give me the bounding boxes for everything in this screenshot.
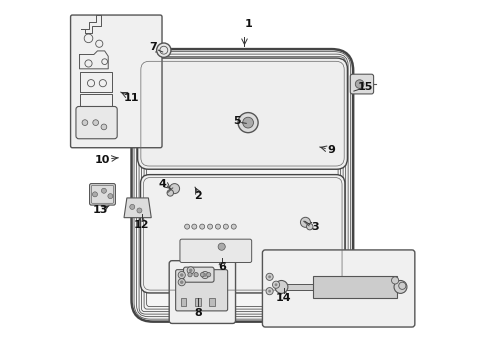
Polygon shape xyxy=(124,198,151,218)
Circle shape xyxy=(238,113,258,133)
FancyBboxPatch shape xyxy=(137,58,346,169)
Circle shape xyxy=(180,273,183,277)
Circle shape xyxy=(191,224,196,229)
Circle shape xyxy=(393,280,406,293)
Circle shape xyxy=(265,273,273,280)
Circle shape xyxy=(187,273,192,277)
Text: 14: 14 xyxy=(276,293,291,303)
Circle shape xyxy=(207,224,212,229)
Bar xyxy=(209,298,215,306)
Bar xyxy=(285,284,314,290)
FancyBboxPatch shape xyxy=(76,107,117,139)
Circle shape xyxy=(92,192,97,197)
Circle shape xyxy=(267,290,270,293)
Bar xyxy=(195,298,201,306)
Circle shape xyxy=(215,224,220,229)
Circle shape xyxy=(101,124,106,130)
Text: 7: 7 xyxy=(149,42,157,52)
Text: 5: 5 xyxy=(233,116,241,126)
Text: 4: 4 xyxy=(159,179,166,189)
Circle shape xyxy=(188,269,192,272)
Circle shape xyxy=(167,190,173,196)
Text: 15: 15 xyxy=(357,82,372,93)
FancyBboxPatch shape xyxy=(140,175,344,293)
Text: 2: 2 xyxy=(194,191,202,201)
FancyBboxPatch shape xyxy=(175,270,227,311)
Text: 3: 3 xyxy=(311,222,319,231)
Circle shape xyxy=(108,194,113,199)
Circle shape xyxy=(200,273,204,277)
Circle shape xyxy=(194,273,198,277)
Circle shape xyxy=(242,117,253,128)
FancyBboxPatch shape xyxy=(70,15,162,148)
Circle shape xyxy=(93,120,99,126)
Text: 12: 12 xyxy=(134,220,149,230)
Circle shape xyxy=(82,120,88,126)
Circle shape xyxy=(206,273,210,277)
Circle shape xyxy=(355,80,363,88)
Bar xyxy=(180,298,186,306)
Circle shape xyxy=(201,271,208,279)
Circle shape xyxy=(272,281,279,288)
Circle shape xyxy=(137,208,142,213)
Circle shape xyxy=(178,271,185,279)
Text: 1: 1 xyxy=(244,19,251,29)
Circle shape xyxy=(265,288,273,295)
FancyBboxPatch shape xyxy=(183,267,214,282)
Circle shape xyxy=(231,224,236,229)
Circle shape xyxy=(180,280,183,284)
Text: 8: 8 xyxy=(194,308,202,318)
FancyBboxPatch shape xyxy=(349,74,373,94)
FancyBboxPatch shape xyxy=(89,184,115,205)
Circle shape xyxy=(101,188,106,193)
Text: 10: 10 xyxy=(95,155,110,165)
Circle shape xyxy=(184,224,189,229)
Circle shape xyxy=(391,277,398,284)
Text: 11: 11 xyxy=(123,93,139,103)
Circle shape xyxy=(306,224,312,230)
Circle shape xyxy=(267,275,270,278)
Circle shape xyxy=(156,43,171,57)
Polygon shape xyxy=(217,242,231,260)
FancyBboxPatch shape xyxy=(262,250,414,327)
FancyBboxPatch shape xyxy=(180,239,251,262)
Circle shape xyxy=(199,224,204,229)
Circle shape xyxy=(274,283,277,286)
Circle shape xyxy=(178,279,185,286)
Circle shape xyxy=(129,204,135,210)
Text: 13: 13 xyxy=(92,206,108,216)
Circle shape xyxy=(218,243,225,250)
Circle shape xyxy=(274,280,287,293)
Circle shape xyxy=(300,217,310,227)
Bar xyxy=(312,276,396,298)
Circle shape xyxy=(223,224,228,229)
Circle shape xyxy=(169,184,179,194)
Text: 9: 9 xyxy=(326,144,335,154)
Circle shape xyxy=(398,282,405,289)
Circle shape xyxy=(203,273,206,277)
Circle shape xyxy=(187,267,194,274)
FancyBboxPatch shape xyxy=(131,49,352,321)
Text: 6: 6 xyxy=(218,262,225,272)
FancyBboxPatch shape xyxy=(169,261,235,323)
